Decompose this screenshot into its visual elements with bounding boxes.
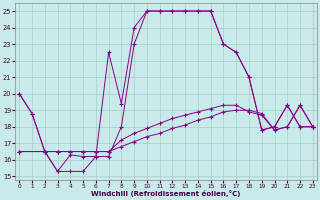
X-axis label: Windchill (Refroidissement éolien,°C): Windchill (Refroidissement éolien,°C): [91, 190, 241, 197]
